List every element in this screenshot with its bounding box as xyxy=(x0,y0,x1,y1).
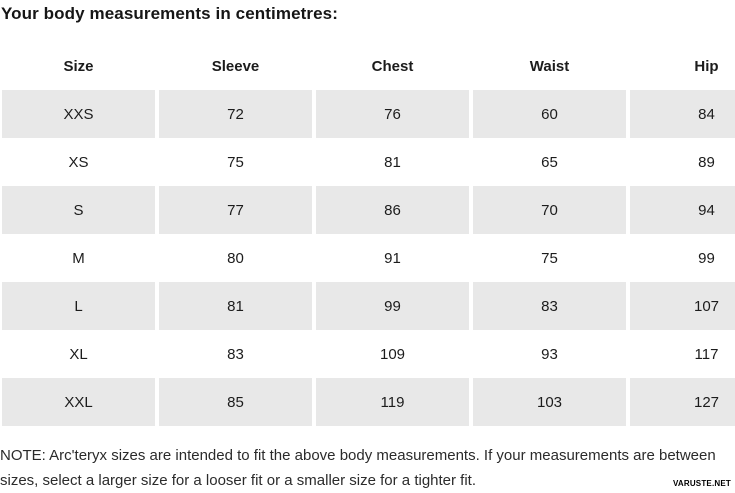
size-cell: L xyxy=(2,282,155,330)
size-cell: XS xyxy=(68,153,89,171)
value-cell: 99 xyxy=(698,249,715,267)
header-cell-sleeve: Sleeve xyxy=(211,57,260,75)
value-cell: 86 xyxy=(316,186,469,234)
value-cell: 84 xyxy=(630,90,735,138)
header-cell-size: Size xyxy=(63,57,94,75)
value-cell: 109 xyxy=(379,345,406,363)
page-title: Your body measurements in centimetres: xyxy=(1,4,338,23)
table-row-l: L 81 99 83 107 xyxy=(2,282,735,330)
value-cell: 93 xyxy=(541,345,558,363)
watermark-varuste-net: VARUSTE.NET xyxy=(672,479,731,488)
value-cell: 119 xyxy=(316,378,469,426)
value-cell: 99 xyxy=(316,282,469,330)
value-cell: 76 xyxy=(316,90,469,138)
value-cell: 94 xyxy=(630,186,735,234)
value-cell: 103 xyxy=(473,378,626,426)
value-cell: 127 xyxy=(630,378,735,426)
value-cell: 80 xyxy=(227,249,244,267)
measurements-table: Size Sleeve Chest Waist Hip XXS 72 76 60 84 XS 75 8… xyxy=(2,42,735,426)
table-row-xs: XS 75 81 65 89 xyxy=(2,138,735,186)
value-cell: 85 xyxy=(159,378,312,426)
size-cell: M xyxy=(72,249,85,267)
size-cell: XXS xyxy=(2,90,155,138)
value-cell: 60 xyxy=(473,90,626,138)
header-cell-waist: Waist xyxy=(529,57,570,75)
header-cell-hip: Hip xyxy=(694,57,719,75)
value-cell: 83 xyxy=(227,345,244,363)
table-row-m: M 80 91 75 99 xyxy=(2,234,735,282)
table-header-row: Size Sleeve Chest Waist Hip xyxy=(2,42,735,90)
size-chart-page: Your body measurements in centimetres: S… xyxy=(0,4,735,489)
value-cell: 75 xyxy=(541,249,558,267)
size-cell: S xyxy=(2,186,155,234)
table-row-xl: XL 83 109 93 117 xyxy=(2,330,735,378)
value-cell: 65 xyxy=(541,153,558,171)
value-cell: 117 xyxy=(694,345,719,363)
table-row-xxl: XXL 85 119 103 127 xyxy=(2,378,735,426)
note-text: NOTE: Arc'teryx sizes are intended to fi… xyxy=(0,447,716,489)
value-cell: 83 xyxy=(473,282,626,330)
value-cell: 77 xyxy=(159,186,312,234)
size-cell: XL xyxy=(69,345,88,363)
value-cell: 107 xyxy=(630,282,735,330)
table-row-xxs: XXS 72 76 60 84 xyxy=(2,90,735,138)
header-cell-chest: Chest xyxy=(371,57,414,75)
value-cell: 81 xyxy=(159,282,312,330)
size-cell: XXL xyxy=(2,378,155,426)
value-cell: 89 xyxy=(698,153,715,171)
value-cell: 72 xyxy=(159,90,312,138)
table-row-s: S 77 86 70 94 xyxy=(2,186,735,234)
value-cell: 70 xyxy=(473,186,626,234)
table-body: XXS 72 76 60 84 XS 75 81 65 89 S 77 86 70 94 M 80 91 75 99 L… xyxy=(2,90,735,426)
value-cell: 75 xyxy=(227,153,244,171)
value-cell: 91 xyxy=(384,249,401,267)
value-cell: 81 xyxy=(384,153,401,171)
